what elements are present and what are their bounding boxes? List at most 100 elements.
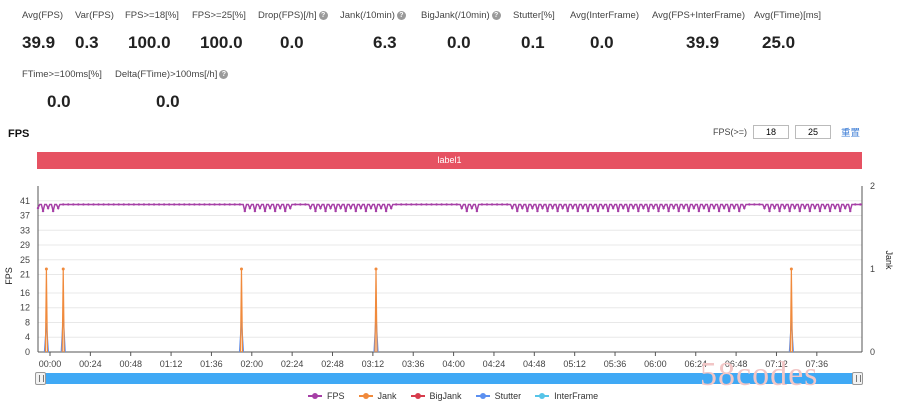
fps-point bbox=[107, 203, 110, 206]
help-icon[interactable]: ? bbox=[396, 11, 406, 20]
legend-item[interactable]: FPS bbox=[308, 391, 345, 401]
fps-point bbox=[440, 203, 443, 206]
fps-point bbox=[637, 209, 640, 213]
fps-point bbox=[485, 203, 489, 206]
metric-label: BigJank(/10min) bbox=[421, 10, 490, 21]
legend-swatch-icon bbox=[308, 393, 322, 399]
fps-point bbox=[289, 206, 292, 210]
fps-point bbox=[354, 209, 358, 213]
fps-point bbox=[526, 209, 529, 213]
zoom-scrollbar-fill[interactable] bbox=[37, 373, 861, 384]
metric-label: FPS>=18[%] bbox=[125, 10, 179, 21]
zoom-handle-right[interactable] bbox=[852, 372, 863, 385]
fps-point bbox=[722, 206, 726, 210]
x-tick-label: 02:48 bbox=[321, 359, 344, 369]
fps-point bbox=[541, 206, 544, 210]
help-icon[interactable]: ? bbox=[219, 70, 229, 79]
fps-point bbox=[258, 206, 262, 210]
chart-legend: FPS Jank BigJank Stutter InterFrame bbox=[308, 391, 612, 401]
metric-avg-interframe: Avg(InterFrame) 0.0 bbox=[570, 10, 639, 53]
fps-point bbox=[581, 206, 585, 210]
fps-point bbox=[732, 206, 736, 210]
metric-label: FTime>=100ms[%] bbox=[22, 69, 102, 80]
fps-point bbox=[319, 206, 322, 210]
fps-series-line bbox=[37, 203, 862, 212]
legend-label: InterFrame bbox=[554, 391, 599, 401]
label-bar[interactable]: label1 bbox=[37, 152, 862, 169]
fps-point bbox=[132, 203, 136, 206]
metric-label: Var(FPS) bbox=[75, 10, 114, 21]
jank-point bbox=[374, 267, 378, 271]
x-tick-label: 05:36 bbox=[604, 359, 627, 369]
zoom-scrollbar[interactable] bbox=[35, 372, 863, 385]
fps-point bbox=[813, 206, 817, 210]
fps-point bbox=[379, 206, 383, 210]
fps-point bbox=[62, 203, 65, 206]
y-axis-label: FPS bbox=[4, 267, 14, 285]
jank-point bbox=[44, 267, 48, 271]
x-tick-label: 04:48 bbox=[523, 359, 546, 369]
zoom-handle-left[interactable] bbox=[35, 372, 46, 385]
help-icon[interactable]: ? bbox=[318, 11, 328, 20]
fps-point bbox=[833, 206, 837, 210]
fps-point bbox=[273, 209, 277, 213]
fps-point bbox=[843, 206, 847, 210]
fps-point bbox=[470, 206, 474, 210]
threshold-input-1[interactable] bbox=[753, 125, 790, 139]
fps-point bbox=[854, 203, 857, 206]
fps-point bbox=[405, 203, 408, 206]
fps-point bbox=[268, 206, 272, 210]
metric-value: 0.0 bbox=[156, 92, 180, 111]
fps-point bbox=[334, 209, 337, 213]
reset-button[interactable]: 重置 bbox=[841, 128, 861, 139]
fps-point bbox=[364, 209, 368, 213]
fps-point bbox=[72, 203, 75, 206]
fps-point bbox=[712, 206, 716, 210]
fps-point bbox=[727, 209, 731, 213]
y2-tick-label: 1 bbox=[870, 264, 875, 274]
x-tick-label: 00:24 bbox=[79, 359, 102, 369]
metric-fps-ge-25: FPS>=25[%] 100.0 bbox=[192, 10, 246, 53]
metric-label: Jank(/10min) bbox=[340, 10, 395, 21]
fps-point bbox=[642, 206, 645, 210]
metric-avg-fps-interframe: Avg(FPS+InterFrame) 39.9 bbox=[652, 10, 745, 53]
y-tick-label: 29 bbox=[20, 240, 30, 250]
fps-point bbox=[228, 203, 231, 206]
fps-point bbox=[349, 206, 352, 210]
metric-label: Avg(FPS+InterFrame) bbox=[652, 10, 746, 21]
legend-swatch-icon bbox=[535, 393, 550, 399]
fps-point bbox=[738, 209, 741, 213]
fps-point bbox=[500, 203, 504, 206]
fps-point bbox=[576, 209, 580, 213]
fps-point bbox=[682, 206, 685, 210]
metric-label: FPS>=25[%] bbox=[192, 10, 246, 21]
fps-point bbox=[546, 209, 549, 213]
fps-point bbox=[571, 206, 574, 210]
legend-item[interactable]: InterFrame bbox=[535, 391, 598, 401]
fps-point bbox=[299, 203, 302, 206]
legend-item[interactable]: Stutter bbox=[475, 391, 521, 401]
fps-point bbox=[606, 209, 610, 213]
fps-point bbox=[455, 203, 458, 206]
fps-point bbox=[198, 203, 201, 206]
fps-point bbox=[849, 209, 852, 213]
fps-point bbox=[410, 203, 413, 206]
fps-point bbox=[173, 203, 176, 206]
x-tick-label: 06:48 bbox=[725, 359, 748, 369]
help-icon[interactable]: ? bbox=[491, 11, 501, 20]
fps-point bbox=[627, 209, 630, 213]
metric-value: 100.0 bbox=[128, 33, 171, 52]
fps-point bbox=[314, 209, 317, 213]
fps-point bbox=[415, 203, 418, 206]
legend-item[interactable]: Jank bbox=[358, 391, 397, 401]
fps-point bbox=[157, 203, 161, 206]
fps-point bbox=[768, 209, 771, 213]
threshold-input-2[interactable] bbox=[795, 125, 832, 139]
fps-point bbox=[702, 206, 706, 210]
x-tick-label: 05:12 bbox=[563, 359, 586, 369]
fps-point bbox=[167, 203, 171, 206]
y-tick-label: 16 bbox=[20, 288, 30, 298]
legend-item[interactable]: BigJank bbox=[410, 391, 462, 401]
y-tick-label: 4 bbox=[25, 332, 30, 342]
